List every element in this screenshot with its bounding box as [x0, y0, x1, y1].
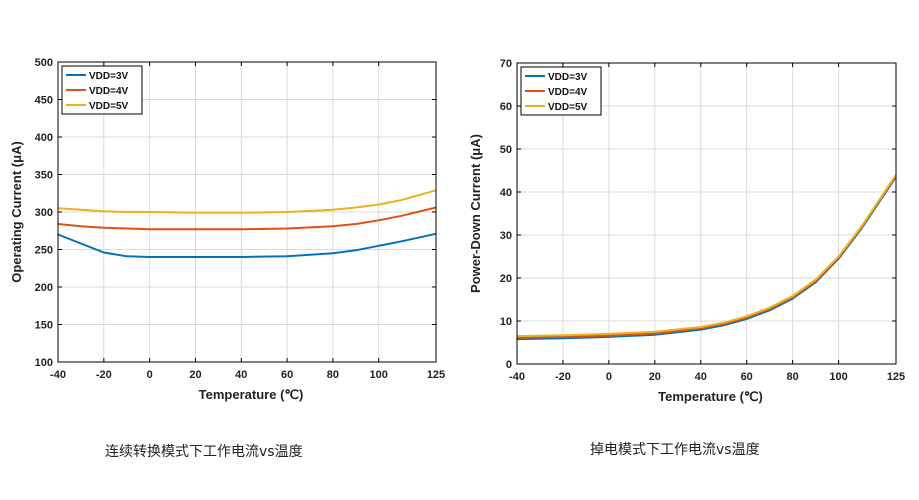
x-tick-label: -40: [509, 371, 525, 383]
legend: VDD=3V VDD=4V VDD=5V: [520, 66, 602, 116]
chart-1: -40 -20 0 20 40 60 80 100 125 100 150 200 250 300 350 4…: [9, 57, 445, 402]
chart-2: -40 -20 0 20 40 60 80 100 125 0 10 20 30 40 50 60 70 Temp…: [468, 58, 905, 404]
y-tick-label: 40: [500, 187, 512, 199]
y-tick-label: 450: [35, 95, 53, 107]
series-line-vdd-4v: [57, 206, 437, 231]
y-tick-label: 60: [500, 101, 512, 113]
y-axis-label: Power-Down Current (μA): [468, 134, 483, 293]
legend-entry: VDD=3V: [548, 72, 588, 83]
x-tick-label: 100: [370, 369, 388, 381]
series-line-vdd-5v: [57, 189, 437, 214]
x-tick-label: -20: [96, 369, 112, 381]
series-line-vdd-3v: [57, 232, 437, 258]
x-tick-label: -20: [555, 371, 571, 383]
plot-frame: [516, 62, 897, 365]
y-tick-label: 250: [35, 245, 53, 257]
y-tick-label: 300: [35, 207, 53, 219]
x-tick-label: 0: [606, 371, 612, 383]
y-tick-label: 70: [500, 58, 512, 70]
x-tick-label: 80: [787, 371, 799, 383]
x-tick-label: 20: [189, 369, 201, 381]
legend-entry: VDD=4V: [89, 86, 129, 97]
y-axis-label: Operating Current (μA): [9, 141, 24, 283]
x-tick-label: 100: [829, 371, 847, 383]
y-tick-label: 50: [500, 144, 512, 156]
y-tick-label: 200: [35, 282, 53, 294]
series-line-vdd-5v: [516, 174, 897, 338]
legend: VDD=3V VDD=4V VDD=5V: [61, 65, 143, 115]
x-tick-label: 0: [147, 369, 153, 381]
legend-entry: VDD=5V: [548, 102, 588, 113]
x-tick-label: -40: [50, 369, 66, 381]
x-tick-label: 60: [741, 371, 753, 383]
legend-entry: VDD=4V: [548, 87, 588, 98]
x-axis-label: Temperature (℃): [199, 387, 304, 402]
chart-caption-right: 掉电模式下工作电流vs温度: [590, 442, 760, 458]
chart-caption-left: 连续转换模式下工作电流vs温度: [105, 444, 303, 460]
x-tick-label: 125: [887, 371, 905, 383]
y-tick-label: 10: [500, 316, 512, 328]
y-tick-label: 400: [35, 132, 53, 144]
y-tick-label: 30: [500, 230, 512, 242]
legend-entry: VDD=3V: [89, 71, 129, 82]
y-tick-label: 0: [506, 359, 512, 371]
legend-entry: VDD=5V: [89, 101, 129, 112]
y-tick-label: 100: [35, 357, 53, 369]
y-tick-label: 150: [35, 320, 53, 332]
y-tick-label: 20: [500, 273, 512, 285]
y-tick-label: 500: [35, 57, 53, 69]
x-tick-label: 125: [427, 369, 445, 381]
x-tick-label: 60: [281, 369, 293, 381]
x-tick-label: 20: [649, 371, 661, 383]
x-tick-label: 80: [327, 369, 339, 381]
y-tick-label: 350: [35, 170, 53, 182]
x-axis-label: Temperature (℃): [658, 389, 763, 404]
x-tick-label: 40: [235, 369, 247, 381]
x-tick-label: 40: [695, 371, 707, 383]
